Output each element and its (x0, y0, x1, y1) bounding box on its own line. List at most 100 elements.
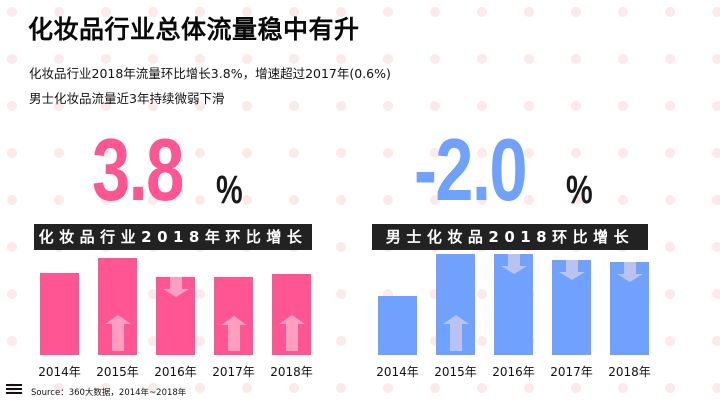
bar-2017年 (552, 260, 591, 355)
background-dot (336, 383, 346, 393)
background-dot (524, 54, 534, 64)
background-dot (430, 7, 440, 17)
background-dot (242, 383, 252, 393)
background-dot (54, 101, 64, 111)
background-dot (477, 289, 487, 299)
background-dot (336, 336, 346, 346)
background-dot (195, 336, 205, 346)
background-dot (383, 195, 393, 205)
background-dot (477, 148, 487, 158)
down-arrow-icon (162, 277, 189, 301)
background-dot (477, 54, 487, 64)
bar-2015年 (98, 258, 137, 355)
subtitle-line-1: 化妆品行业2018年流量环比增长3.8%，增速超过2017年(0.6%) (29, 66, 391, 81)
background-dot (618, 195, 628, 205)
left-headline-value: 3.8 (92, 120, 184, 219)
background-dot (524, 148, 534, 158)
background-dot (712, 383, 720, 393)
background-dot (7, 336, 17, 346)
background-dot (712, 54, 720, 64)
background-dot (242, 195, 252, 205)
down-arrow-icon (616, 262, 643, 286)
background-dot (242, 54, 252, 64)
background-dot (336, 7, 346, 17)
background-dot (242, 101, 252, 111)
background-dot (7, 195, 17, 205)
background-dot (383, 383, 393, 393)
background-dot (195, 7, 205, 17)
bar-2017年 (214, 277, 253, 355)
background-dot (336, 101, 346, 111)
background-dot (477, 383, 487, 393)
right-percent-sign: % (566, 168, 593, 212)
bar-2018年 (610, 262, 649, 355)
x-axis-label: 2016年 (154, 365, 197, 379)
background-dot (54, 54, 64, 64)
background-dot (195, 195, 205, 205)
background-dot (618, 54, 628, 64)
subtitle-line-2: 男士化妆品流量近3年持续微弱下滑 (29, 91, 225, 106)
x-axis-label: 2014年 (376, 365, 419, 379)
background-dot (148, 101, 158, 111)
background-dot (430, 383, 440, 393)
background-dot (430, 195, 440, 205)
background-dot (477, 7, 487, 17)
background-dot (665, 148, 675, 158)
x-axis-label: 2015年 (96, 365, 139, 379)
menu-lines-icon (6, 384, 22, 396)
background-dot (665, 101, 675, 111)
background-dot (571, 54, 581, 64)
background-dot (289, 148, 299, 158)
bar-2018年 (272, 274, 311, 355)
background-dot (383, 148, 393, 158)
background-dot (101, 195, 111, 205)
background-dot (101, 148, 111, 158)
source-note: Source：360大数据，2014年~2018年 (31, 388, 187, 398)
background-dot (7, 148, 17, 158)
background-dot (430, 148, 440, 158)
background-dot (289, 383, 299, 393)
x-axis-label: 2015年 (434, 365, 477, 379)
background-dot (383, 101, 393, 111)
background-dot (289, 7, 299, 17)
up-arrow-icon (442, 315, 469, 355)
background-dot (242, 7, 252, 17)
background-dot (383, 54, 393, 64)
background-dot (195, 101, 205, 111)
background-dot (7, 242, 17, 252)
background-dot (571, 101, 581, 111)
down-arrow-icon (500, 254, 527, 278)
background-dot (7, 54, 17, 64)
background-dot (289, 195, 299, 205)
bar-2016年 (156, 277, 195, 355)
background-dot (571, 383, 581, 393)
bar-2016年 (494, 254, 533, 355)
background-dot (712, 289, 720, 299)
left-bar-chart: 2014年 2015年 2016年 2017年 2018年 (38, 258, 313, 379)
background-dot (148, 148, 158, 158)
background-dot (477, 336, 487, 346)
background-dot (665, 7, 675, 17)
background-dot (618, 101, 628, 111)
background-dot (477, 195, 487, 205)
x-axis-label: 2018年 (270, 365, 313, 379)
background-dot (618, 383, 628, 393)
background-dot (430, 101, 440, 111)
background-dot (242, 148, 252, 158)
right-chart-label: 男士化妆品2018环比增长 (372, 224, 648, 250)
background-dot (524, 101, 534, 111)
background-dot (571, 195, 581, 205)
right-headline-value: -2.0 (414, 120, 528, 219)
background-dot (712, 148, 720, 158)
background-dot (712, 195, 720, 205)
bar-2014年 (40, 273, 79, 355)
background-dot (148, 54, 158, 64)
background-dot (618, 148, 628, 158)
background-dot (571, 148, 581, 158)
background-dot (712, 336, 720, 346)
bar-2015年 (436, 254, 475, 355)
background-dot (665, 54, 675, 64)
background-dot (712, 242, 720, 252)
background-dot (383, 289, 393, 299)
